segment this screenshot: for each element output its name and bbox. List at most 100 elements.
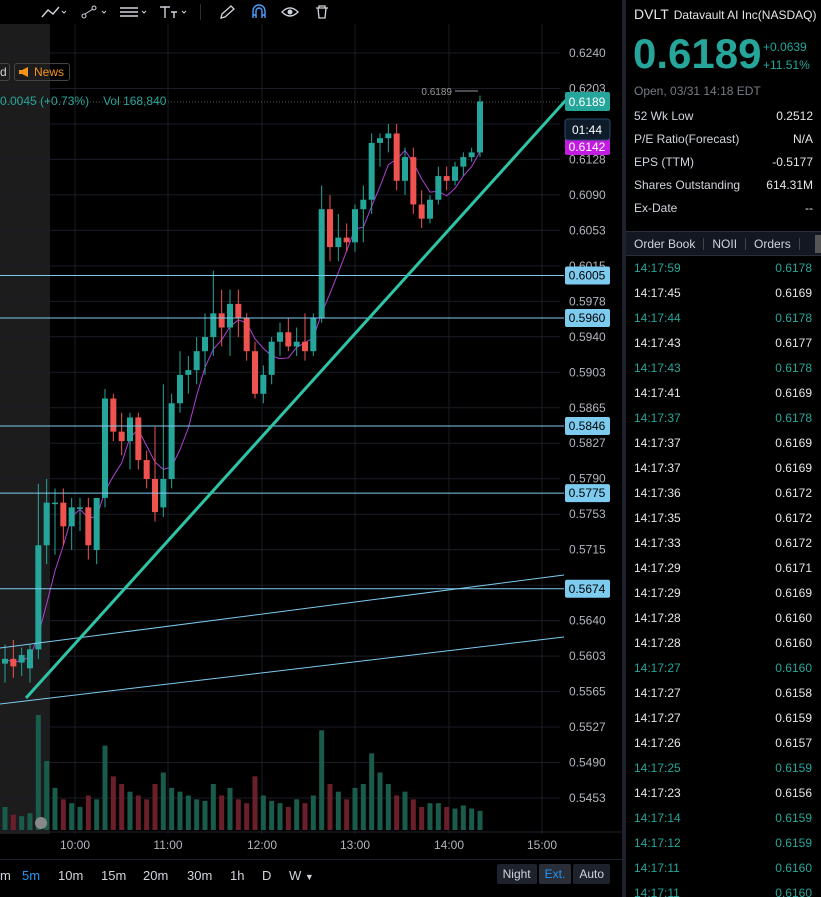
panel-divider[interactable] (622, 0, 626, 897)
volume-bar (144, 799, 150, 830)
volume-bar (235, 799, 241, 830)
last-price-badge (565, 92, 610, 111)
line-tool-icon[interactable] (40, 2, 66, 22)
trade-price: 0.6177 (775, 335, 812, 350)
level-badge-label: 0.5674 (569, 582, 606, 596)
volume-bar (219, 795, 225, 830)
night-button[interactable]: Night (496, 864, 537, 884)
price-axis-label: 0.5715 (569, 543, 606, 557)
level-badge (565, 309, 610, 328)
candle-body (260, 374, 267, 394)
symbol-ticker: DVLT (634, 6, 669, 22)
stat-row: P/E Ratio(Forecast) N/A (634, 132, 813, 146)
volume-bar (110, 776, 116, 830)
candle-body (152, 478, 158, 513)
candle-body (410, 157, 417, 205)
ma-badge-label: 0.6142 (569, 140, 606, 154)
candle-body (318, 209, 325, 319)
candle-body (452, 166, 458, 181)
candle-body (202, 336, 208, 352)
level-badge (565, 579, 610, 598)
volume-bar (85, 795, 91, 830)
d-label: d (0, 63, 10, 81)
tab-orders[interactable]: Orders (746, 237, 800, 250)
price-axis-label: 0.5978 (569, 294, 606, 308)
pen-tool-icon[interactable] (218, 2, 236, 22)
pre-market-shade (0, 24, 50, 834)
stat-label: P/E Ratio(Forecast) (634, 132, 740, 146)
trade-time: 14:17:37 (634, 410, 681, 425)
tf-m[interactable]: m (0, 868, 11, 883)
level-badge-label: 0.5846 (569, 419, 606, 433)
volume-bar (119, 784, 125, 830)
volume-bar (202, 800, 208, 830)
tabs-scroll-handle[interactable] (815, 235, 821, 253)
trade-price: 0.6156 (775, 785, 812, 800)
eye-icon[interactable] (281, 2, 299, 22)
trade-row: 14:17:33 0.6172 (634, 530, 812, 555)
trade-time: 14:17:41 (634, 385, 681, 400)
symbol-header: DVLT Datavault AI Inc(NASDAQ) (634, 6, 816, 22)
volume-bar (135, 795, 141, 830)
volume-bar (27, 813, 33, 830)
tab-noii[interactable]: NOII (704, 237, 747, 250)
trade-price: 0.6169 (775, 285, 812, 300)
trade-time: 14:17:29 (634, 560, 681, 575)
magnet-icon[interactable] (250, 2, 268, 22)
countdown-badge (564, 118, 611, 141)
candle-body (27, 649, 33, 669)
trade-price: 0.6160 (775, 860, 812, 875)
fib-tool-icon[interactable] (118, 2, 148, 22)
chart-canvas[interactable]: 0.61890.62400.62030.61650.61280.60900.60… (0, 24, 622, 859)
scroll-handle (35, 817, 47, 829)
trade-row: 14:17:25 0.6159 (634, 755, 812, 780)
trade-time: 14:17:12 (634, 835, 681, 850)
tf-d[interactable]: D (262, 868, 272, 883)
tf-20m[interactable]: 20m (143, 868, 169, 883)
trade-time: 14:17:26 (634, 735, 681, 750)
tf-1h[interactable]: 1h (230, 868, 245, 883)
candle-body (268, 341, 275, 375)
trade-time: 14:17:43 (634, 335, 681, 350)
volume-bar (360, 784, 366, 830)
tf-10m[interactable]: 10m (58, 868, 84, 883)
volume-bar (427, 803, 433, 830)
trade-price: 0.6159 (775, 810, 812, 825)
trade-row: 14:17:11 0.6160 (634, 880, 812, 897)
brush-tool-icon[interactable] (80, 2, 106, 22)
candle-body (235, 303, 242, 319)
level-badge (565, 484, 610, 503)
channel-line-upper (0, 574, 565, 649)
trade-time: 14:17:35 (634, 510, 681, 525)
ext-button[interactable]: Ext. (538, 864, 572, 884)
volume-bar (285, 807, 291, 830)
trade-price: 0.6160 (775, 610, 812, 625)
price-axis-label: 0.5640 (569, 614, 606, 628)
volume-bar (10, 814, 16, 830)
tf-5m[interactable]: 5m (22, 868, 41, 883)
price-chart[interactable]: 0.61890.62400.62030.61650.61280.60900.60… (0, 24, 622, 859)
news-toggle[interactable]: d News (0, 63, 71, 81)
news-button[interactable]: News (14, 63, 71, 81)
tab-order-book[interactable]: Order Book (626, 237, 705, 250)
candle-body (135, 417, 142, 461)
volume-bar (185, 795, 191, 830)
trash-icon[interactable] (314, 2, 330, 22)
auto-button[interactable]: Auto (573, 864, 610, 884)
tf-30m[interactable]: 30m (187, 868, 213, 883)
stat-label: EPS (TTM) (634, 155, 694, 169)
volume-bar (477, 810, 483, 830)
trade-row: 14:17:59 0.6178 (634, 255, 812, 280)
last-price: 0.6189 (633, 30, 762, 77)
tf-15m[interactable]: 15m (101, 868, 127, 883)
tf-w[interactable]: W ▼ (289, 868, 314, 883)
price-axis-label: 0.5527 (569, 720, 606, 734)
candle-body (227, 303, 233, 328)
text-tool-icon[interactable] (158, 2, 188, 22)
trade-row: 14:17:37 0.6169 (634, 455, 812, 480)
candle-body (110, 398, 117, 432)
trade-time: 14:17:37 (634, 460, 681, 475)
trade-time: 14:17:29 (634, 585, 681, 600)
trade-time: 14:17:25 (634, 760, 681, 775)
volume-bar (444, 807, 450, 830)
